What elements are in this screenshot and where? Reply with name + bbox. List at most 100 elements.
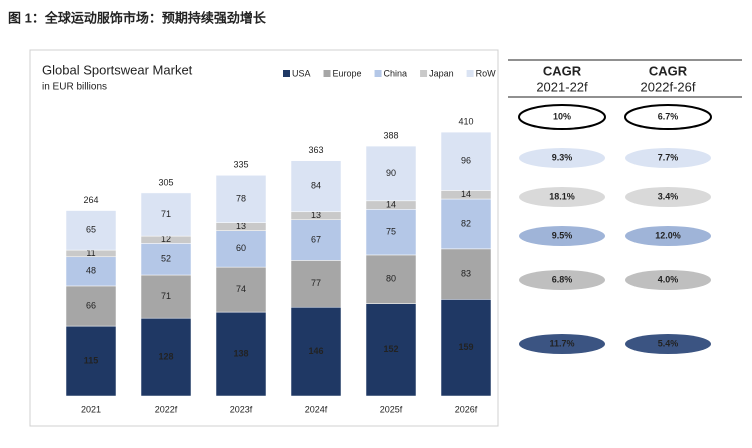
cagr-pill [519,148,605,168]
table-header: 2021-22f [536,79,588,94]
cagr-value: 5.4% [658,338,679,348]
cagr-value: 18.1% [549,191,575,201]
bar-segment [290,306,342,397]
segment-label: 14 [386,199,396,209]
segment-label: 13 [311,210,321,220]
segment-label: 82 [461,218,471,228]
bar-segment [65,285,117,327]
legend-swatch [283,70,290,77]
segment-label: 77 [311,278,321,288]
cagr-pill [519,226,605,246]
bar-segment [215,175,267,223]
segment-label: 66 [86,300,96,310]
x-tick-label: 2022f [155,404,178,414]
bar-segment [215,311,267,397]
bar-segment [440,131,492,191]
cagr-value: 7.7% [658,152,679,162]
segment-label: 78 [236,193,246,203]
total-label: 363 [308,145,323,155]
total-label: 388 [383,130,398,140]
segment-label: 115 [84,355,99,365]
x-tick-label: 2025f [380,404,403,414]
bar-segment [365,145,417,202]
segment-label: 90 [386,168,396,178]
x-tick-label: 2026f [455,404,478,414]
cagr-pill [625,148,711,168]
segment-label: 80 [386,274,396,284]
bar-segment [440,248,492,300]
bar-segment [215,266,267,313]
bar-segment [365,209,417,256]
legend-swatch [466,70,474,77]
page-title: 图 1：全球运动服饰市场：预期持续强劲增长 [8,10,267,25]
bar-segment [290,260,342,308]
total-label: 305 [158,177,173,187]
bar-segment [140,243,192,276]
segment-label: 84 [311,181,321,191]
segment-label: 152 [383,344,398,354]
cagr-pill [625,270,711,290]
cagr-value: 9.5% [552,230,573,240]
segment-label: 75 [386,227,396,237]
chart-frame [29,49,499,427]
segment-label: 96 [461,156,471,166]
cagr-pill [625,334,711,354]
segment-label: 71 [161,209,171,219]
segment-label: 67 [311,234,321,244]
segment-label: 146 [308,346,323,356]
cagr-value: 9.3% [552,152,573,162]
segment-label: 14 [461,189,471,199]
bar-segment [290,160,342,213]
cagr-value: 12.0% [655,230,681,240]
x-tick-label: 2021 [81,404,101,414]
cagr-pill [519,270,605,290]
total-label: 264 [83,195,98,205]
cagr-pill [518,104,606,130]
bar-segment [140,274,192,319]
segment-label: 159 [458,342,473,352]
x-tick-label: 2023f [230,404,253,414]
x-tick-label: 2024f [305,404,328,414]
cagr-pill [625,226,711,246]
segment-label: 83 [461,268,471,278]
total-label: 335 [233,160,248,170]
cagr-pill [624,104,712,130]
bar-segment [140,192,192,237]
segment-label: 13 [236,221,246,231]
segment-label: 12 [161,234,171,244]
legend-swatch [420,70,428,77]
segment-label: 74 [236,284,246,294]
cagr-value: 4.0% [658,274,679,284]
segment-label: 128 [158,351,173,361]
segment-label: 65 [86,225,96,235]
segment-label: 11 [86,248,95,258]
chart-subtitle: in EUR billions [42,82,107,93]
segment-label: 52 [161,254,171,264]
bar-segment [290,219,342,261]
cagr-value: 6.8% [552,274,573,284]
chart-title: Global Sportswear Market [42,62,193,77]
bar-segment [140,317,192,397]
legend-swatch [374,70,382,77]
legend-label: USA [292,68,311,78]
bar-segment [365,303,417,397]
segment-label: 48 [86,266,96,276]
cagr-pill [625,187,711,207]
segment-label: 138 [233,348,248,358]
bar-segment [65,210,117,251]
bar-segment [215,230,267,268]
table-header: 2022f-26f [641,79,696,94]
legend-label: Europe [333,68,362,78]
total-label: 410 [458,117,473,127]
bar-segment [440,299,492,397]
legend-swatch [323,70,331,77]
legend-label: China [384,68,408,78]
segment-label: 60 [236,243,246,253]
cagr-value: 10% [553,111,571,121]
segment-label: 71 [161,291,171,301]
table-header: CAGR [649,63,688,78]
bar-segment [440,198,492,250]
cagr-pill [519,334,605,354]
bar-segment [365,254,417,304]
